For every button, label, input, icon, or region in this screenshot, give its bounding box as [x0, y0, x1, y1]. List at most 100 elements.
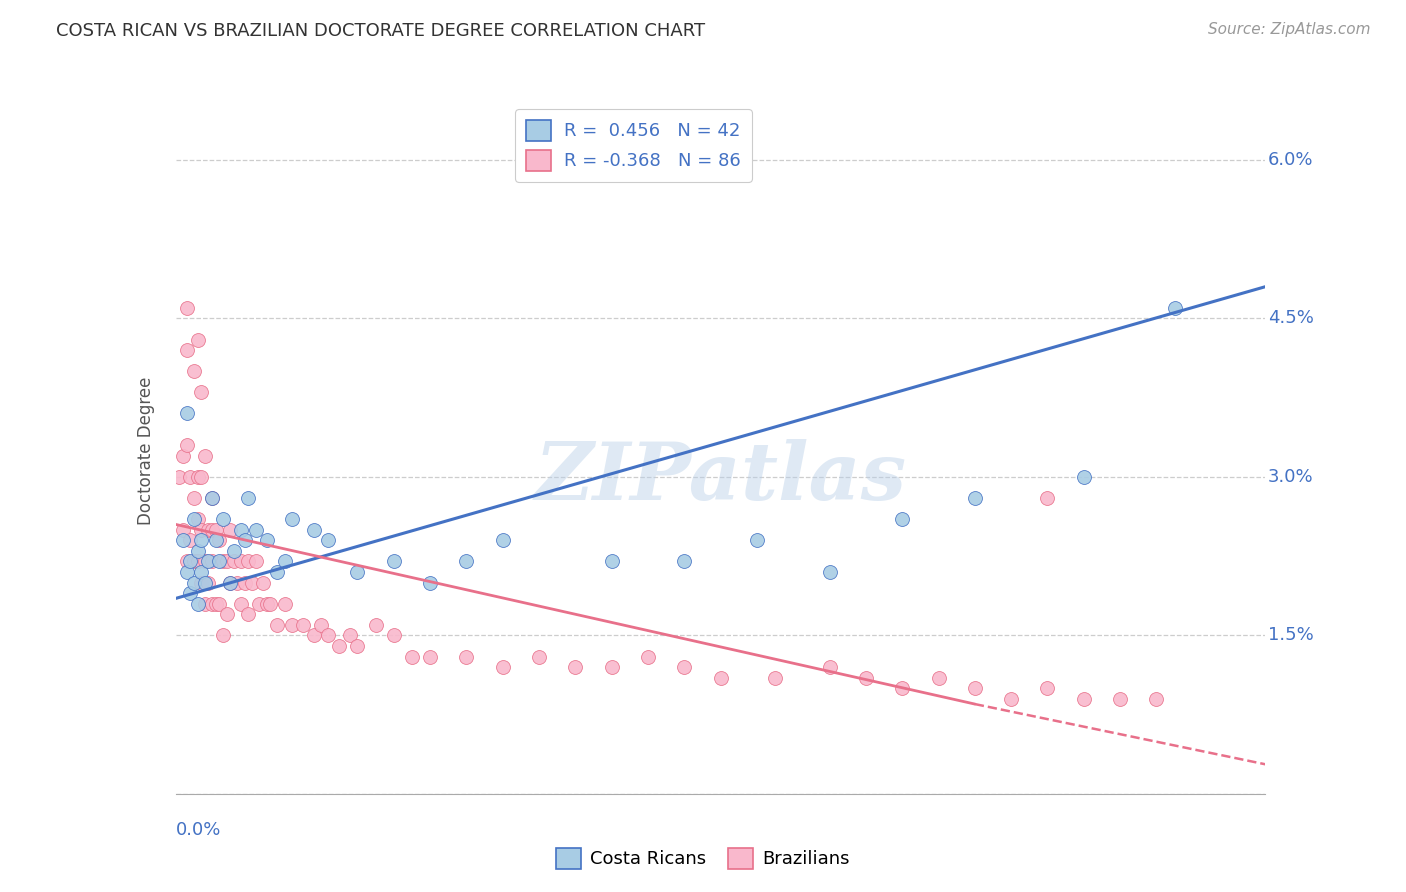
Point [172, 533, 194, 548]
Point [302, 628, 325, 642]
Point [673, 554, 696, 568]
Point [928, 671, 950, 685]
Point [233, 575, 256, 590]
Point [176, 554, 198, 568]
Point [318, 628, 340, 642]
Point [382, 554, 405, 568]
Point [194, 575, 217, 590]
Point [259, 597, 281, 611]
Point [226, 575, 249, 590]
Point [194, 597, 217, 611]
Point [201, 491, 224, 505]
Point [212, 554, 235, 568]
Point [186, 512, 209, 526]
Point [1073, 691, 1095, 706]
Point [172, 449, 194, 463]
Point [891, 681, 914, 696]
Point [1109, 691, 1132, 706]
Point [231, 554, 253, 568]
Point [190, 533, 212, 548]
Point [201, 597, 224, 611]
Point [328, 639, 350, 653]
Point [197, 554, 219, 568]
Point [266, 565, 288, 579]
Point [247, 597, 270, 611]
Point [231, 597, 253, 611]
Point [215, 607, 238, 622]
Text: 3.0%: 3.0% [1268, 468, 1313, 486]
Point [763, 671, 786, 685]
Point [745, 533, 768, 548]
Point [194, 449, 217, 463]
Point [364, 617, 387, 632]
Point [179, 586, 201, 600]
Point [201, 491, 224, 505]
Point [186, 470, 209, 484]
Point [204, 523, 226, 537]
Point [190, 470, 212, 484]
Point [302, 523, 325, 537]
Legend: R =  0.456   N = 42, R = -0.368   N = 86: R = 0.456 N = 42, R = -0.368 N = 86 [515, 109, 752, 182]
Point [818, 565, 841, 579]
Point [212, 512, 235, 526]
Point [527, 649, 550, 664]
Point [219, 523, 242, 537]
Point [963, 681, 986, 696]
Point [172, 523, 194, 537]
Point [176, 407, 198, 421]
Point [252, 575, 274, 590]
Point [186, 544, 209, 558]
Y-axis label: Doctorate Degree: Doctorate Degree [136, 376, 155, 524]
Point [891, 512, 914, 526]
Point [238, 554, 260, 568]
Point [318, 533, 340, 548]
Point [222, 544, 245, 558]
Point [855, 671, 877, 685]
Point [238, 607, 260, 622]
Point [179, 533, 201, 548]
Point [183, 575, 205, 590]
Point [256, 597, 278, 611]
Point [492, 660, 515, 674]
Point [183, 491, 205, 505]
Point [256, 533, 278, 548]
Point [1073, 470, 1095, 484]
Point [183, 364, 205, 378]
Point [194, 554, 217, 568]
Point [176, 343, 198, 357]
Point [245, 554, 267, 568]
Text: 1.5%: 1.5% [1268, 626, 1313, 644]
Text: Source: ZipAtlas.com: Source: ZipAtlas.com [1208, 22, 1371, 37]
Point [176, 565, 198, 579]
Point [179, 554, 201, 568]
Point [673, 660, 696, 674]
Point [456, 554, 478, 568]
Point [208, 554, 231, 568]
Point [382, 628, 405, 642]
Point [266, 617, 288, 632]
Point [281, 512, 304, 526]
Point [197, 523, 219, 537]
Point [245, 523, 267, 537]
Point [183, 512, 205, 526]
Point [564, 660, 586, 674]
Text: 4.5%: 4.5% [1268, 310, 1313, 327]
Point [281, 617, 304, 632]
Legend: Costa Ricans, Brazilians: Costa Ricans, Brazilians [548, 840, 858, 876]
Point [339, 628, 361, 642]
Point [600, 660, 623, 674]
Point [274, 597, 297, 611]
Point [419, 575, 441, 590]
Point [183, 554, 205, 568]
Point [215, 554, 238, 568]
Point [240, 575, 263, 590]
Point [1036, 681, 1059, 696]
Point [186, 597, 209, 611]
Point [197, 575, 219, 590]
Point [600, 554, 623, 568]
Point [208, 533, 231, 548]
Text: ZIPatlas: ZIPatlas [534, 439, 907, 516]
Point [419, 649, 441, 664]
Point [238, 491, 260, 505]
Point [204, 533, 226, 548]
